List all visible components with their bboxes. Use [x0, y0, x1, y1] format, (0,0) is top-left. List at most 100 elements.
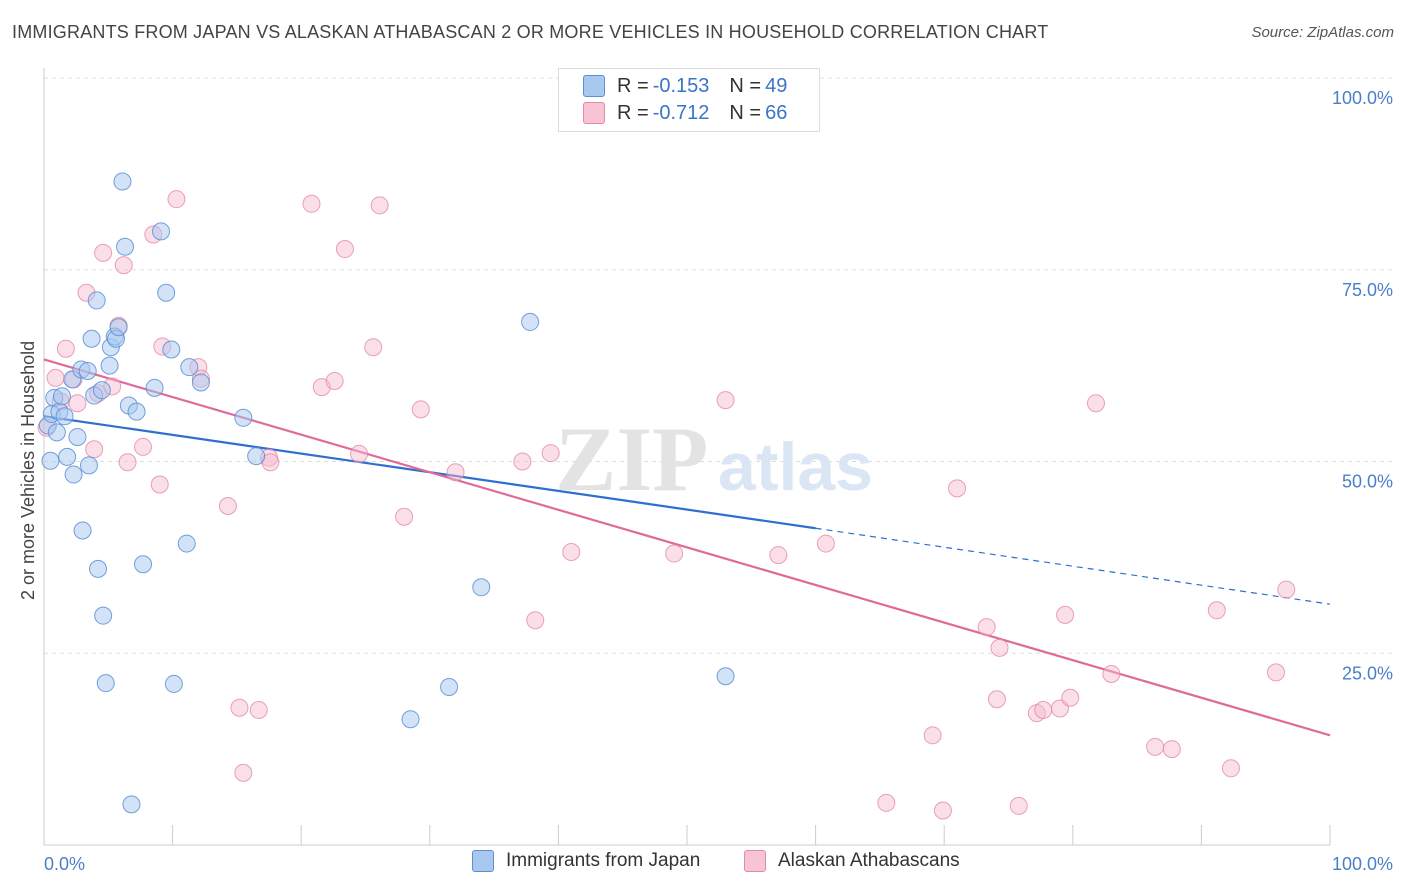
point-japan — [716, 667, 735, 686]
point-japan — [92, 381, 111, 400]
point-japan — [247, 447, 266, 466]
point-athabascan — [987, 690, 1006, 709]
point-athabascan — [1056, 605, 1075, 624]
point-athabascan — [395, 507, 414, 526]
y-axis-label: 2 or more Vehicles in Household — [18, 341, 38, 600]
point-japan — [116, 237, 135, 256]
point-athabascan — [94, 243, 113, 262]
point-athabascan — [134, 437, 153, 456]
point-japan — [109, 318, 128, 337]
point-japan — [96, 674, 115, 693]
point-japan — [78, 361, 97, 380]
legend-r-label: R = — [617, 74, 649, 97]
legend-n-value: 49 — [765, 74, 788, 97]
point-athabascan — [114, 256, 133, 275]
chart-title: IMMIGRANTS FROM JAPAN VS ALASKAN ATHABAS… — [12, 22, 1049, 42]
trend-line-japan-projection — [815, 527, 1331, 605]
point-japan — [521, 312, 540, 331]
y-tick-label: 75.0% — [1342, 280, 1393, 300]
trend-line-athabascan — [43, 358, 1331, 737]
point-japan — [80, 456, 99, 475]
japan-swatch — [583, 75, 605, 97]
svg-text:ZIP: ZIP — [555, 408, 708, 510]
point-japan — [180, 358, 199, 377]
legend-n-value: 66 — [765, 101, 788, 124]
x-tick-label: 0.0% — [44, 854, 85, 874]
point-athabascan — [923, 726, 942, 745]
point-japan — [100, 356, 119, 375]
point-athabascan — [948, 479, 967, 498]
y-tick-label: 50.0% — [1342, 472, 1393, 492]
legend-item-athabascan: Alaskan Athabascans — [744, 850, 960, 872]
legend-r-label: R = — [617, 101, 649, 124]
point-athabascan — [816, 534, 835, 553]
point-japan — [53, 387, 72, 406]
point-japan — [122, 795, 141, 814]
point-japan — [87, 291, 106, 310]
point-japan — [68, 427, 87, 446]
x-tick-label: 100.0% — [1332, 854, 1393, 874]
point-japan — [152, 222, 171, 241]
grid-lines — [44, 77, 1394, 654]
point-athabascan — [350, 444, 369, 463]
point-japan — [440, 677, 459, 696]
point-athabascan — [325, 371, 344, 390]
point-athabascan — [249, 701, 268, 720]
tick-labels: 100.0% 75.0% 50.0% 25.0% 0.0% 100.0% — [44, 88, 1393, 874]
point-japan — [82, 329, 101, 348]
point-athabascan — [1277, 580, 1296, 599]
point-athabascan — [990, 638, 1009, 657]
point-athabascan — [234, 763, 253, 782]
japan-swatch — [472, 850, 494, 872]
legend-r-value: -0.712 — [652, 101, 710, 124]
point-japan — [401, 710, 420, 729]
point-japan — [162, 340, 181, 359]
y-tick-label: 100.0% — [1332, 88, 1393, 108]
point-japan — [47, 423, 66, 442]
point-japan — [64, 465, 83, 484]
svg-text:atlas: atlas — [718, 429, 873, 505]
legend-r-value: -0.153 — [652, 74, 710, 97]
point-athabascan — [218, 496, 237, 515]
watermark: ZIP atlas — [555, 408, 873, 510]
legend-label-athabascan: Alaskan Athabascans — [778, 850, 960, 871]
point-japan — [41, 451, 60, 470]
point-athabascan — [1034, 701, 1053, 720]
point-athabascan — [1146, 737, 1165, 756]
legend-item-japan: Immigrants from Japan — [472, 850, 700, 872]
point-japan — [113, 172, 132, 191]
point-athabascan — [335, 240, 354, 259]
legend-row-japan: R = -0.153 N = 49 — [583, 74, 787, 98]
point-athabascan — [977, 618, 996, 637]
point-japan — [55, 407, 74, 426]
y-tick-label: 25.0% — [1342, 663, 1393, 683]
legend-label-japan: Immigrants from Japan — [506, 850, 701, 871]
point-athabascan — [1102, 664, 1121, 683]
point-athabascan — [302, 194, 321, 213]
point-japan — [73, 521, 92, 540]
point-japan — [177, 534, 196, 553]
point-athabascan — [56, 339, 75, 358]
trend-lines — [43, 358, 1331, 737]
point-athabascan — [1162, 740, 1181, 759]
stats-legend: R = -0.153 N = 49 R = -0.712 N = 66 — [558, 68, 820, 132]
point-athabascan — [150, 475, 169, 494]
point-athabascan — [541, 444, 560, 463]
point-athabascan — [85, 440, 104, 459]
point-athabascan — [1207, 601, 1226, 620]
point-athabascan — [665, 544, 684, 563]
legend-n-label: N = — [729, 101, 762, 124]
point-athabascan — [364, 338, 383, 357]
point-athabascan — [46, 368, 65, 387]
legend-row-athabascan: R = -0.712 N = 66 — [583, 101, 787, 125]
athabascan-swatch — [583, 102, 605, 124]
point-japan — [134, 555, 153, 574]
point-athabascan — [68, 394, 87, 413]
point-japan — [191, 373, 210, 392]
point-athabascan — [411, 400, 430, 419]
athabascan-swatch — [744, 850, 766, 872]
source-attribution: Source: ZipAtlas.com — [1251, 24, 1394, 41]
point-japan — [234, 408, 253, 427]
point-athabascan — [769, 546, 788, 565]
